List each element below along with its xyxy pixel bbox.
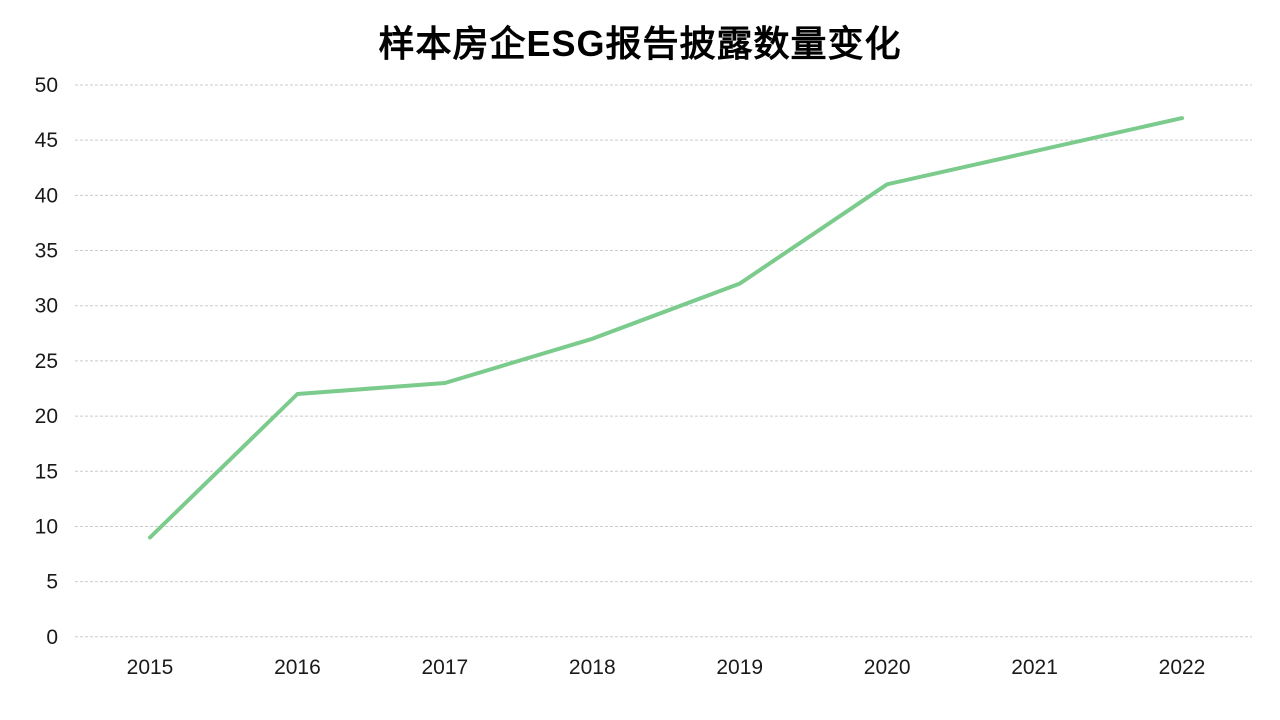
y-tick-label: 30	[35, 295, 58, 318]
y-tick-label: 50	[35, 74, 58, 97]
x-tick-label: 2017	[421, 656, 468, 679]
x-tick-label: 2019	[716, 656, 763, 679]
y-tick-label: 10	[35, 515, 58, 538]
y-tick-label: 15	[35, 460, 58, 483]
data-line	[148, 116, 1184, 540]
gridlines-group	[75, 84, 1252, 638]
x-tick-label: 2022	[1159, 656, 1206, 679]
y-tick-label: 20	[35, 405, 58, 428]
x-tick-label: 2021	[1011, 656, 1058, 679]
y-tick-label: 5	[46, 571, 58, 594]
data-series-group	[148, 116, 1184, 540]
y-tick-label: 0	[46, 626, 58, 649]
y-tick-label: 25	[35, 350, 58, 373]
x-tick-label: 2020	[864, 656, 911, 679]
x-tick-label: 2016	[274, 656, 321, 679]
x-tick-label: 2015	[127, 656, 174, 679]
x-tick-label: 2018	[569, 656, 616, 679]
chart-title: 样本房企ESG报告披露数量变化	[378, 23, 902, 64]
y-tick-label: 40	[35, 184, 58, 207]
y-tick-label: 35	[35, 240, 58, 263]
x-axis-tick-labels: 2015 2016 2017 2018 2019 2020 2021 2022	[127, 656, 1206, 679]
y-axis-tick-labels: 0 5 10 15 20 25 30 35 40 45 50	[35, 74, 58, 649]
y-tick-label: 45	[35, 129, 58, 152]
